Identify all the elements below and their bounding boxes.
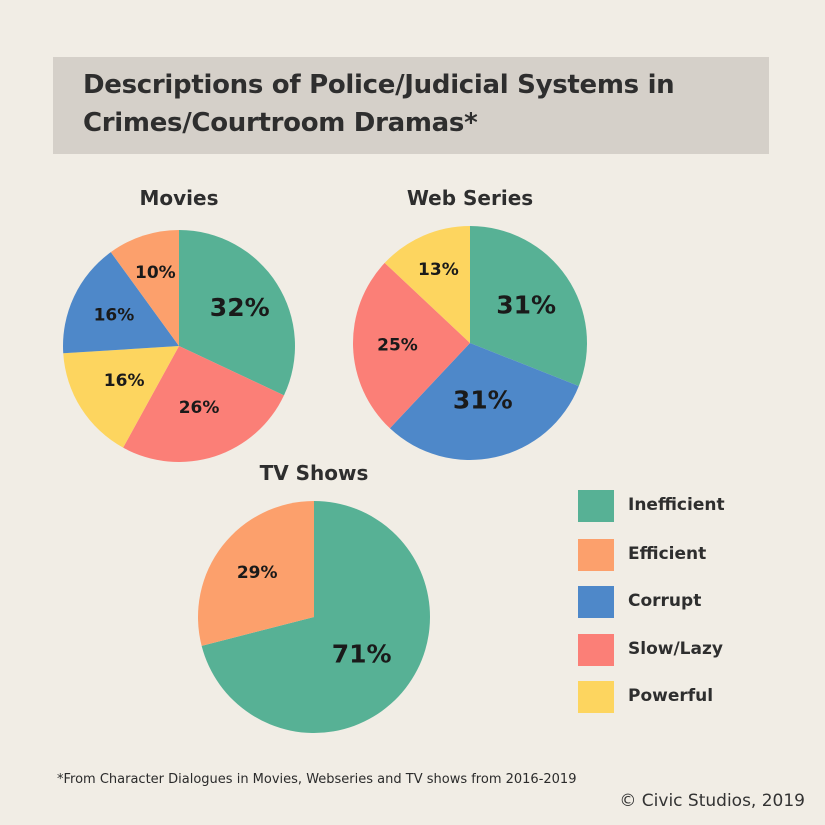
legend-item-efficient: Efficient <box>578 539 778 571</box>
legend-swatch-inefficient <box>578 490 614 522</box>
chart-title-line-1: Descriptions of Police/Judicial Systems … <box>83 70 675 100</box>
pie-slice-movies-powerful <box>63 346 180 448</box>
legend-swatch-efficient <box>578 539 614 571</box>
pie-label-web-series-corrupt: 31% <box>453 386 513 415</box>
pie-label-movies-powerful: 16% <box>104 371 145 391</box>
pie-slice-tv-shows-efficient <box>198 501 314 646</box>
copyright: © Civic Studios, 2019 <box>619 791 805 811</box>
pie-label-web-series-powerful: 13% <box>418 260 459 280</box>
legend-label-slow-lazy: Slow/Lazy <box>628 639 723 659</box>
pie-slice-web-series-inefficient <box>470 226 587 387</box>
legend-item-powerful: Powerful <box>578 681 778 713</box>
footnote: *From Character Dialogues in Movies, Web… <box>57 772 577 787</box>
pie-slice-web-series-slow-lazy <box>353 262 470 429</box>
pie-slice-movies-corrupt <box>63 252 179 354</box>
chart-title-line-2: Crimes/Courtroom Dramas* <box>83 108 478 138</box>
pie-slice-tv-shows-inefficient <box>201 501 431 734</box>
pie-title-web-series: Web Series <box>407 186 533 210</box>
pie-label-tv-shows-inefficient: 71% <box>332 639 392 668</box>
legend-label-inefficient: Inefficient <box>628 495 725 515</box>
pie-title-movies: Movies <box>139 186 218 210</box>
pie-title-tv-shows: TV Shows <box>260 461 369 485</box>
pie-label-movies-slow-lazy: 26% <box>179 398 220 418</box>
pie-label-movies-efficient: 10% <box>135 263 176 283</box>
pie-label-web-series-inefficient: 31% <box>496 290 556 319</box>
legend-label-powerful: Powerful <box>628 686 714 706</box>
pie-slice-web-series-corrupt <box>389 343 579 460</box>
legend-label-corrupt: Corrupt <box>628 591 702 611</box>
pie-slice-movies-slow-lazy <box>123 346 284 462</box>
pie-label-web-series-slow-lazy: 25% <box>377 335 418 355</box>
legend-item-inefficient: Inefficient <box>578 490 778 522</box>
legend-swatch-corrupt <box>578 586 614 618</box>
pie-slice-web-series-powerful <box>384 226 470 343</box>
legend-label-efficient: Efficient <box>628 544 707 564</box>
legend-item-corrupt: Corrupt <box>578 586 778 618</box>
legend-swatch-slow-lazy <box>578 634 614 666</box>
legend-item-slow-lazy: Slow/Lazy <box>578 634 778 666</box>
pie-slice-movies-inefficient <box>179 230 295 396</box>
pie-slice-movies-efficient <box>110 230 179 346</box>
chart-title-box: Descriptions of Police/Judicial Systems … <box>53 57 769 154</box>
pie-label-movies-inefficient: 32% <box>210 293 270 322</box>
legend-swatch-powerful <box>578 681 614 713</box>
pie-label-tv-shows-efficient: 29% <box>237 563 278 583</box>
pie-label-movies-corrupt: 16% <box>94 305 135 325</box>
